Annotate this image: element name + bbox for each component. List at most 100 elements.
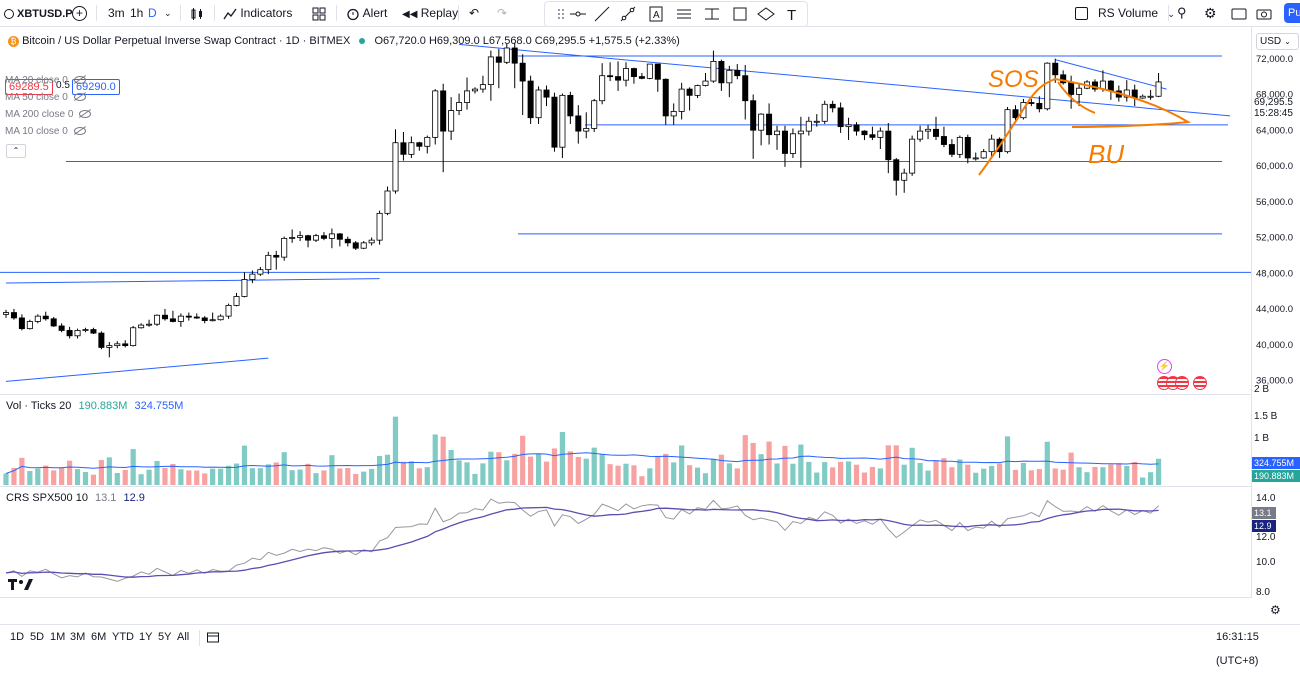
- gear-icon[interactable]: ⚙: [1204, 5, 1217, 21]
- bid-price[interactable]: 69289.5: [5, 79, 53, 95]
- candle-body: [670, 111, 677, 117]
- volume-bar: [218, 468, 224, 485]
- tradingview-logo-icon[interactable]: [8, 577, 34, 596]
- volume-bar: [408, 461, 414, 485]
- ma-row-200[interactable]: MA 200 close 0: [5, 109, 92, 120]
- drag-handle-icon[interactable]: [553, 5, 571, 23]
- chart-type-button[interactable]: [190, 0, 204, 26]
- redo-icon[interactable]: ↷: [497, 6, 508, 20]
- lightning-event-icon[interactable]: ⚡: [1157, 359, 1172, 374]
- volume-bar: [1092, 466, 1098, 485]
- eye-hidden-icon[interactable]: [79, 110, 92, 119]
- market-status-dot: [359, 38, 366, 45]
- volume-bar: [710, 458, 717, 485]
- range-6m[interactable]: 6M: [91, 631, 107, 643]
- ma-row-50[interactable]: MA 50 close 0: [5, 92, 86, 103]
- interval-3m[interactable]: 3m: [108, 0, 125, 26]
- ma-row-20[interactable]: MA 20 close 0: [5, 75, 86, 86]
- volume-bar: [424, 467, 430, 485]
- candle-body: [424, 136, 431, 147]
- range-5d[interactable]: 5D: [30, 631, 45, 643]
- horizontal-ray-icon[interactable]: [569, 5, 587, 23]
- candle-body: [1044, 62, 1051, 110]
- volume-label: Vol · Ticks 20: [6, 400, 72, 412]
- range-all[interactable]: All: [177, 631, 190, 643]
- ask-price[interactable]: 69290.0: [72, 79, 120, 95]
- eye-hidden-icon[interactable]: [73, 127, 86, 136]
- range-3m[interactable]: 3M: [70, 631, 86, 643]
- clock-label[interactable]: 16:31:15 (UTC+8): [1216, 631, 1259, 667]
- alert-label: Alert: [362, 6, 388, 20]
- date-range-button[interactable]: [206, 625, 220, 649]
- publish-button[interactable]: Pu: [1284, 3, 1300, 23]
- crs-legend[interactable]: CRS SPX500 10 13.1 12.9: [6, 492, 145, 504]
- interval-d[interactable]: D: [148, 0, 157, 26]
- last-price-label: 69,295.5 15:28:45: [1254, 97, 1293, 119]
- volume-bar: [1084, 472, 1090, 485]
- volume-bar: [130, 449, 136, 485]
- range-1d[interactable]: 1D: [10, 631, 25, 643]
- ray-icon[interactable]: [619, 5, 637, 23]
- alert-button[interactable]: Alert: [346, 0, 387, 26]
- crs-tick: 10.0: [1256, 557, 1276, 568]
- rectangle-icon[interactable]: [731, 5, 749, 23]
- volume-ma-value: 324.755M: [134, 400, 184, 412]
- ohlc-open: O67,720.0: [374, 35, 426, 47]
- trend-line-icon[interactable]: [593, 5, 611, 23]
- range-1y[interactable]: 1Y: [139, 631, 153, 643]
- undo-icon[interactable]: ↶: [469, 6, 480, 20]
- volume-legend[interactable]: Vol · Ticks 20 190.883M 324.755M: [6, 400, 183, 412]
- volume-bar: [591, 447, 597, 485]
- candle-body: [734, 69, 741, 77]
- crs-label: CRS SPX500 10: [6, 492, 88, 504]
- candle-body: [368, 239, 375, 244]
- eye-hidden-icon[interactable]: [73, 76, 86, 85]
- ma-row-10[interactable]: MA 10 close 0: [5, 126, 86, 137]
- candle-body: [845, 124, 852, 128]
- us-flag-icon[interactable]: [1193, 376, 1207, 390]
- candle-body: [591, 100, 598, 129]
- symbol-title[interactable]: Bitcoin / US Dollar Perpetual Inverse Sw…: [22, 35, 351, 47]
- rs-volume-toggle[interactable]: RS Volume ⌄: [1075, 0, 1175, 26]
- price-tick-label: 60,000.0: [1256, 161, 1293, 172]
- replay-button[interactable]: ◀◀ Replay: [402, 0, 458, 26]
- candle-body: [479, 84, 486, 90]
- parallel-channel-icon[interactable]: [675, 5, 693, 23]
- snapshot-button[interactable]: [1256, 0, 1272, 26]
- volume-bar: [1116, 463, 1122, 485]
- collapse-legend-button[interactable]: ⌃: [6, 144, 26, 158]
- interval-1h[interactable]: 1h: [130, 0, 143, 26]
- candle-body: [201, 317, 208, 321]
- volume-bar: [1044, 441, 1050, 485]
- gear-icon[interactable]: ⚙: [1270, 603, 1281, 617]
- volume-bar: [448, 450, 454, 485]
- range-5y[interactable]: 5Y: [158, 631, 172, 643]
- alarm-clock-icon: [347, 8, 359, 20]
- text-note-icon[interactable]: A: [647, 5, 665, 23]
- candle-body: [233, 296, 240, 306]
- range-ytd[interactable]: YTD: [112, 631, 134, 643]
- shape-icon[interactable]: [757, 5, 775, 23]
- us-flag-icon[interactable]: [1175, 376, 1189, 390]
- volume-bar: [464, 462, 470, 485]
- symbol-search[interactable]: XBTUSD.P: [4, 0, 73, 26]
- indicators-button[interactable]: Indicators: [223, 0, 292, 26]
- chevron-down-icon[interactable]: ⌄: [164, 8, 172, 18]
- compare-button[interactable]: +: [72, 0, 87, 26]
- eye-hidden-icon[interactable]: [73, 93, 86, 102]
- templates-button[interactable]: [312, 0, 326, 26]
- volume-bar: [74, 469, 81, 485]
- fullscreen-button[interactable]: [1231, 0, 1247, 26]
- trendlines: [5, 43, 1231, 382]
- text-tool-icon[interactable]: T: [783, 5, 801, 23]
- candle-body: [18, 317, 25, 330]
- zoom-search-icon[interactable]: ⚲: [1177, 5, 1187, 20]
- candle-body: [217, 315, 224, 321]
- candle-body: [352, 242, 359, 249]
- range-1m[interactable]: 1M: [50, 631, 66, 643]
- fib-levels-icon[interactable]: [703, 5, 721, 23]
- currency-select[interactable]: USD ⌄: [1256, 33, 1299, 50]
- price-axis[interactable]: USD ⌄ 72,000.0 68,000.0 64,000.0 60,000.0 56,…: [1251, 27, 1300, 617]
